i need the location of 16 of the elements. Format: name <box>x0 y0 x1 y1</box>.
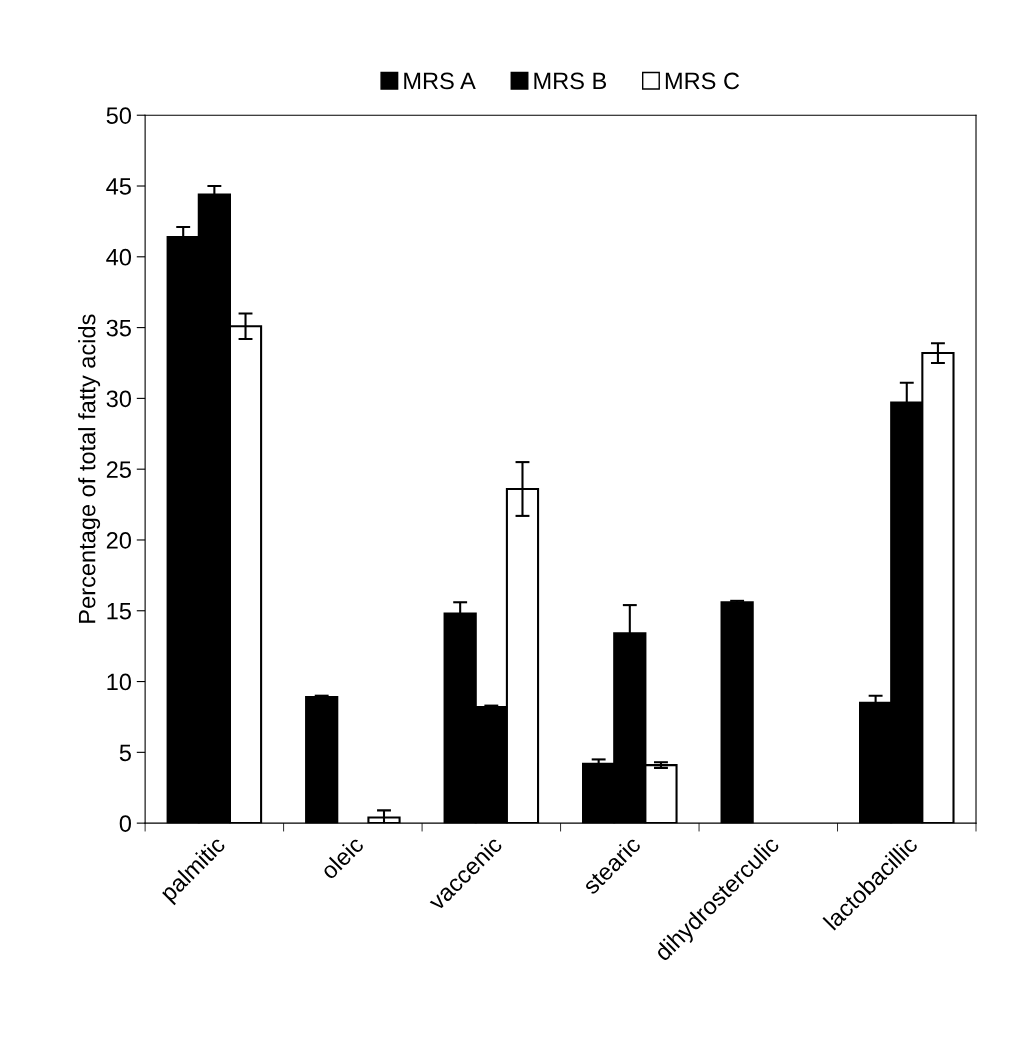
y-tick-label: 0 <box>119 815 132 832</box>
y-tick-label: 25 <box>106 461 131 478</box>
y-tick-label: 50 <box>106 107 132 125</box>
legend-label: MRS A <box>404 72 476 90</box>
y-axis-title: Percentage of total fatty acids <box>78 314 101 623</box>
y-tick-label: 40 <box>106 248 132 266</box>
y-tick-label: 35 <box>106 319 131 337</box>
y-tick-label: 5 <box>119 744 131 762</box>
y-tick-label: 45 <box>106 178 131 195</box>
y-tick-label: 30 <box>106 390 132 408</box>
y-tick-label: 10 <box>107 673 132 691</box>
y-tick-label: 15 <box>107 603 131 620</box>
x-tick-label: oleic <box>319 834 365 881</box>
legend-label: MRS C <box>665 72 740 90</box>
legend-label: MRS B <box>534 72 607 90</box>
y-tick-label: 20 <box>106 532 132 549</box>
